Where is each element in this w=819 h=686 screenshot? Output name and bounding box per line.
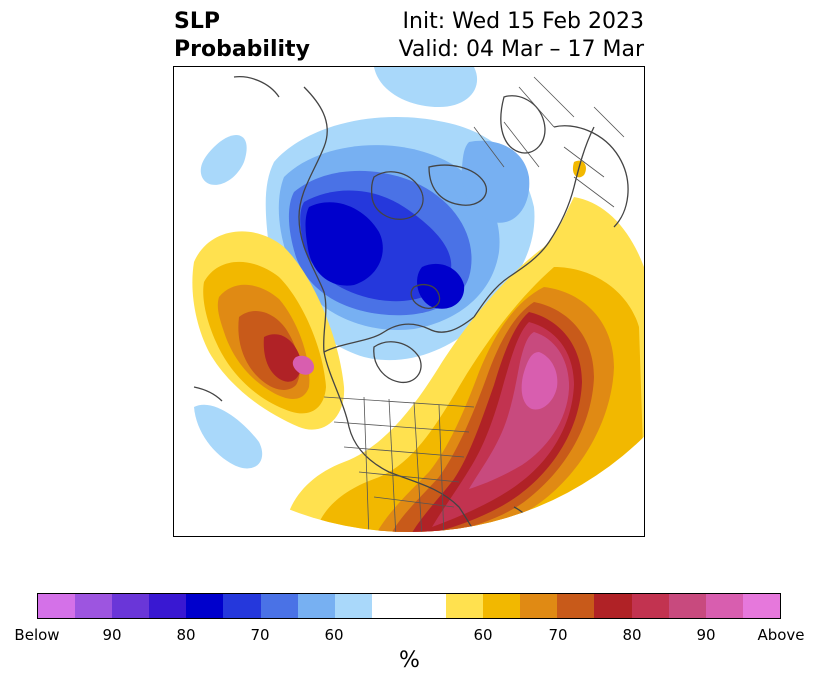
above-normal-region-atlantic	[284, 160, 644, 532]
color-legend-tick-label: 90	[696, 626, 716, 644]
title-line-2: Probability	[174, 37, 310, 62]
init-date: Init: Wed 15 Feb 2023	[402, 9, 644, 34]
color-legend-swatch	[223, 594, 261, 618]
color-legend-swatch	[112, 594, 150, 618]
color-legend-swatch	[149, 594, 187, 618]
color-legend-swatch	[371, 594, 409, 618]
color-legend-tick-label: 80	[622, 626, 642, 644]
color-legend-swatch	[668, 594, 706, 618]
color-legend-tick-label: Below	[14, 626, 60, 644]
color-legend-swatch	[38, 594, 76, 618]
color-legend-tick-label: 80	[176, 626, 196, 644]
color-legend-swatch	[334, 594, 372, 618]
color-legend-swatch	[742, 594, 780, 618]
color-legend-swatch	[260, 594, 298, 618]
map-panel	[173, 66, 645, 537]
color-legend-swatch	[297, 594, 335, 618]
color-legend-tick-label: 70	[250, 626, 270, 644]
color-legend-swatch	[557, 594, 595, 618]
color-legend-tick-label: 90	[102, 626, 122, 644]
color-legend-tick-label: 70	[548, 626, 568, 644]
color-legend-swatch	[75, 594, 113, 618]
valid-range: Valid: 04 Mar – 17 Mar	[398, 37, 644, 62]
below-normal-region	[194, 67, 535, 469]
political-borders	[323, 76, 625, 532]
color-legend-unit: %	[399, 648, 420, 673]
color-legend-swatch	[186, 594, 224, 618]
color-legend-swatch	[446, 594, 484, 618]
color-legend-tick-label: Above	[757, 626, 805, 644]
color-legend-tick-label: 60	[473, 626, 493, 644]
color-legend-swatch	[631, 594, 669, 618]
forecast-dates: Init: Wed 15 Feb 2023 Valid: 04 Mar – 17…	[399, 8, 644, 64]
map-title: SLP Probability	[174, 8, 310, 64]
probability-map	[192, 67, 644, 532]
coastlines	[193, 76, 629, 532]
above-normal-region-pacific	[192, 231, 345, 430]
color-legend-tick-label: 60	[324, 626, 344, 644]
color-legend-swatch	[594, 594, 632, 618]
color-legend-bar	[37, 593, 781, 619]
color-legend-swatch	[520, 594, 558, 618]
color-legend-swatch	[408, 594, 447, 618]
color-legend-ticks: Below 90 80 70 60 60 70 80 90 Above	[0, 626, 819, 648]
title-line-1: SLP	[174, 9, 220, 34]
color-legend-swatch	[483, 594, 521, 618]
color-legend-swatch	[705, 594, 743, 618]
